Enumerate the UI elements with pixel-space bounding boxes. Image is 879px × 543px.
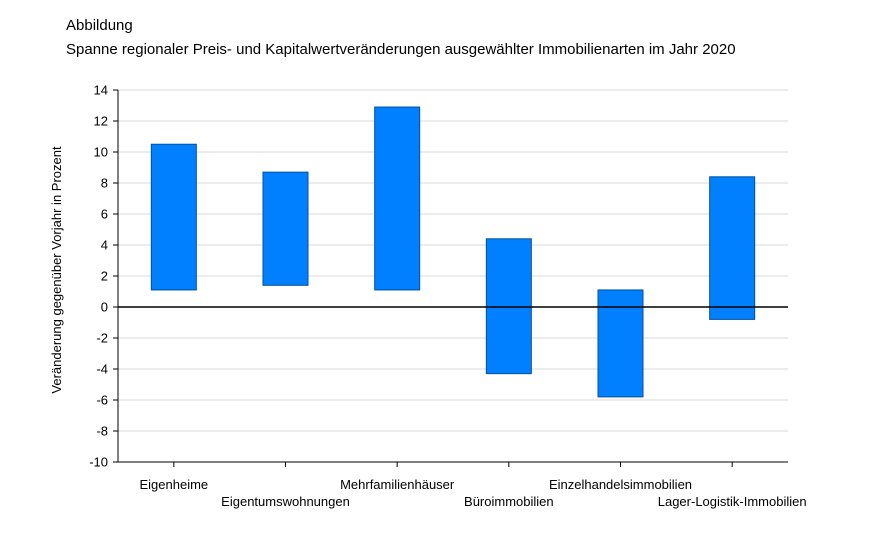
category-labels: Eigenheime Eigentumswohnungen Mehrfamilien… [140,477,807,509]
y-tick-label: -2 [96,331,108,346]
y-tick-label: -4 [96,362,108,377]
y-tick-label: 6 [101,207,108,222]
y-axis-label: Veränderung gegenüber Vorjahr in Prozent [49,146,64,394]
axes [113,89,788,467]
category-label: Lager-Logistik-Immobilien [658,494,807,509]
category-label: Büroimmobilien [464,494,554,509]
y-tick-label: 8 [101,176,108,191]
category-label: Eigenheime [140,477,209,492]
gridlines [118,89,788,463]
bar-lager-logistik-immobilien [709,176,756,320]
category-label: Eigentumswohnungen [221,494,350,509]
chart-header: Abbildung Spanne regionaler Preis- und K… [66,16,736,61]
y-tick-label: 2 [101,269,108,284]
y-tick-label: -8 [96,424,108,439]
y-tick-labels: 14 12 10 8 6 4 2 0 -2 -4 -6 -8 -10 [89,83,108,470]
y-tick-label: 0 [101,300,108,315]
bar-einzelhandelsimmobilien [597,289,644,398]
bar-eigentumswohnungen [262,171,309,286]
bar-eigenheime [150,143,197,291]
chart-title: Spanne regionaler Preis- und Kapitalwert… [66,41,736,58]
y-tick-label: -6 [96,393,108,408]
y-tick-label: -10 [89,455,108,470]
y-tick-label: 14 [94,83,108,98]
y-tick-label: 12 [94,114,108,129]
y-tick-label: 10 [94,145,108,160]
category-label: Mehrfamilienhäuser [340,477,455,492]
bars [150,106,756,398]
category-label: Einzelhandelsimmobilien [549,477,692,492]
y-tick-label: 4 [101,238,108,253]
figure-label: Abbildung [66,17,133,34]
bar-mehrfamilienh-user [374,106,421,291]
